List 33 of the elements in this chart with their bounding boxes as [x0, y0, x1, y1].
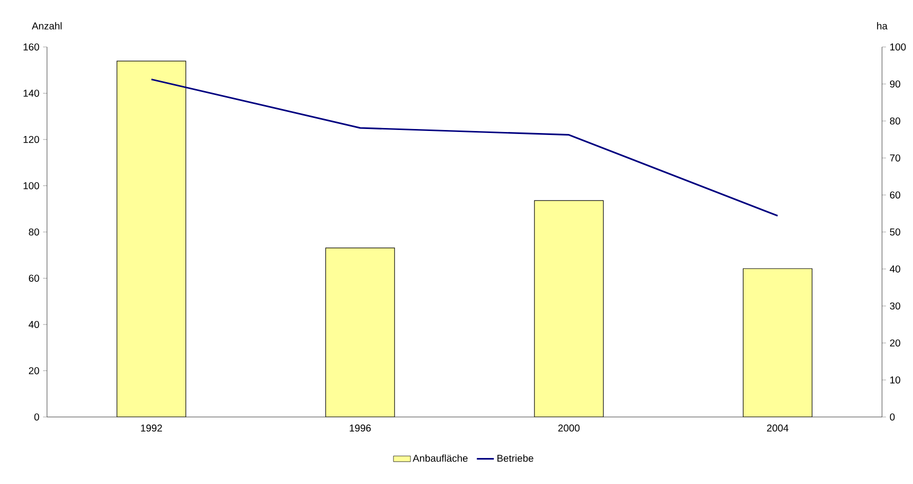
y2-axis-title: ha: [877, 22, 888, 30]
y-tick-label: 140: [24, 90, 40, 97]
y-axis-title: Anzahl: [32, 22, 62, 30]
y2-tick-label: 30: [890, 302, 900, 310]
x-tick-label: 1996: [350, 424, 371, 432]
y-tick-label: 160: [24, 43, 40, 51]
legend-label: Anbaufläche: [412, 454, 468, 462]
x-tick-label: 1992: [141, 424, 162, 432]
y-tick-label: 20: [28, 367, 40, 374]
y2-tick-label: 10: [890, 376, 900, 384]
y2-tick-label: 50: [890, 228, 900, 236]
bar: [326, 248, 395, 417]
y-tick-label: 0: [34, 413, 40, 421]
y-tick-label: 120: [24, 136, 40, 144]
y-tick-label: 80: [28, 228, 40, 236]
bar: [534, 200, 604, 417]
x-tick-label: 2004: [767, 424, 788, 432]
bar: [742, 268, 812, 417]
y2-tick-label: 0: [890, 413, 895, 421]
y-tick-label: 40: [28, 320, 40, 328]
y2-tick-label: 40: [890, 265, 900, 273]
y2-tick-label: 70: [890, 154, 900, 162]
y2-tick-label: 100: [890, 43, 906, 51]
y2-tick-label: 60: [890, 191, 900, 199]
y2-tick-label: 90: [890, 80, 900, 88]
bar: [116, 61, 186, 417]
line-series: [150, 78, 778, 217]
y2-tick-label: 20: [890, 339, 900, 347]
y-tick-label: 60: [28, 274, 40, 282]
y-tick-label: 100: [24, 182, 40, 190]
x-tick-label: 2000: [558, 424, 580, 432]
y2-tick-label: 80: [890, 117, 900, 125]
legend-label: Betriebe: [497, 454, 534, 462]
